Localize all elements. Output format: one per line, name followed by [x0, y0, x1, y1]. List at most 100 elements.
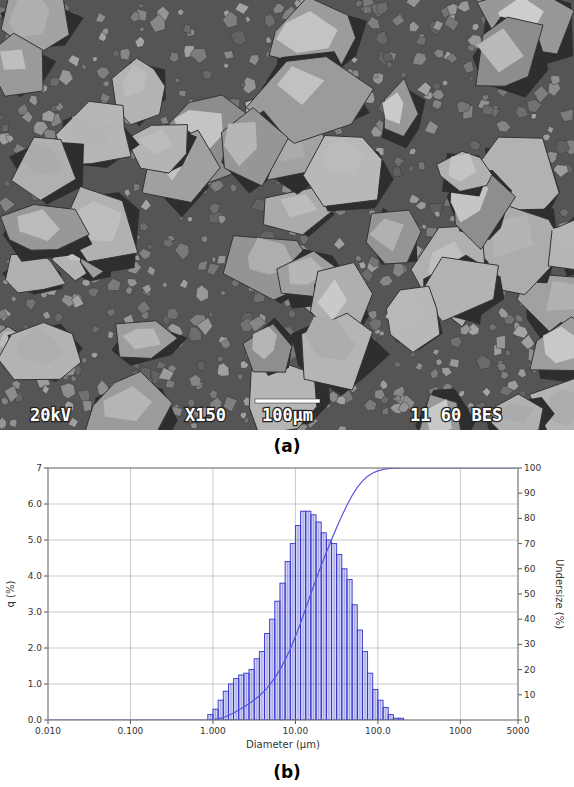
sem-debris — [355, 256, 362, 261]
sem-crystal-face — [103, 386, 152, 421]
bar-hatch — [375, 689, 376, 720]
sem-debris — [42, 311, 51, 320]
sem-debris — [0, 309, 8, 320]
x-tick-label: 5000 — [507, 726, 530, 736]
sem-debris — [223, 63, 229, 69]
y2-tick-label: 20 — [524, 665, 536, 675]
sem-debris — [468, 76, 474, 81]
sem-debris — [418, 162, 426, 170]
sem-debris — [26, 299, 37, 311]
sem-crystal-face — [23, 143, 63, 176]
x-grid-line — [212, 468, 213, 720]
sem-debris — [496, 120, 511, 132]
bar-hatch — [318, 522, 319, 720]
sem-debris — [469, 140, 481, 150]
sem-debris — [140, 222, 149, 231]
sem-debris — [424, 120, 438, 134]
sem-debris — [550, 75, 560, 84]
sem-crystal-face — [305, 317, 356, 361]
sem-debris — [107, 278, 120, 290]
sem-crystal — [303, 136, 382, 207]
y-tick-label: 3.0 — [28, 607, 43, 617]
bar-hatch — [334, 544, 335, 720]
x-tick — [295, 720, 296, 724]
histogram-bar — [378, 700, 383, 720]
sem-debris — [142, 284, 152, 295]
x-tick — [518, 720, 519, 724]
x-grid-line — [377, 468, 378, 720]
sem-debris — [505, 350, 511, 356]
sem-debris — [406, 0, 421, 8]
sem-debris — [238, 374, 244, 380]
sem-crystal-face — [138, 129, 172, 155]
sem-debris — [368, 319, 381, 331]
sem-crystal-face — [277, 66, 325, 105]
y2-tick-label: 0 — [524, 715, 530, 725]
y2-tick — [518, 594, 522, 595]
sem-crystal-face — [543, 327, 574, 364]
sem-debris — [127, 279, 137, 287]
sem-crystal-face — [252, 326, 277, 359]
sem-debris — [202, 70, 212, 80]
histogram-bar — [306, 511, 311, 720]
sem-debris — [556, 140, 570, 154]
sem-debris — [11, 296, 17, 303]
sem-debris — [9, 419, 17, 427]
sem-debris — [196, 285, 209, 302]
bar-hatch — [251, 670, 252, 720]
sem-crystal — [530, 317, 574, 371]
sem-debris — [81, 63, 87, 71]
histogram-bar — [218, 700, 223, 720]
sem-debris — [482, 94, 489, 100]
sem-debris — [444, 16, 459, 31]
sem-crystal-face — [369, 219, 404, 252]
sem-debris — [442, 367, 452, 376]
sem-debris — [223, 11, 238, 28]
sem-debris — [209, 312, 215, 318]
sem-debris — [95, 13, 106, 23]
histogram-bar — [331, 544, 336, 720]
sem-debris — [372, 73, 384, 85]
bar-hatch — [380, 700, 381, 720]
sem-debris — [240, 360, 249, 368]
sem-debris — [501, 371, 510, 379]
sem-debris — [415, 363, 423, 371]
sem-scale-bar — [255, 399, 320, 403]
sem-debris — [432, 99, 442, 109]
sem-debris — [394, 361, 401, 368]
histogram-bar — [234, 679, 239, 720]
sem-crystal — [11, 137, 76, 200]
x-tick — [212, 720, 213, 724]
bar-hatch — [246, 673, 247, 720]
sem-debris — [179, 90, 187, 97]
histogram-bar — [311, 515, 316, 720]
histogram-bar — [275, 601, 280, 720]
sem-debris — [81, 357, 87, 363]
sem-debris — [512, 326, 528, 339]
y-tick-label: 4.0 — [28, 571, 43, 581]
sem-debris — [179, 279, 188, 289]
sem-debris — [217, 363, 229, 376]
y-tick — [44, 540, 48, 541]
bar-hatch — [390, 715, 391, 720]
y2-tick — [518, 493, 522, 494]
y-grid-line — [48, 540, 518, 541]
histogram-bar — [352, 605, 357, 720]
sem-debris — [177, 9, 184, 15]
y-tick-label: 2.0 — [28, 643, 43, 653]
sem-crystal — [0, 205, 89, 251]
sem-debris — [217, 356, 224, 362]
sem-debris — [59, 69, 74, 85]
sem-debris — [220, 340, 230, 349]
y2-tick-label: 100 — [524, 463, 541, 473]
sem-debris — [112, 50, 121, 58]
plot-frame — [48, 468, 518, 720]
sem-debris — [82, 401, 92, 412]
sem-debris — [472, 23, 479, 31]
sem-debris — [137, 301, 151, 314]
sem-crystal-face — [449, 153, 477, 182]
sem-debris — [2, 124, 9, 132]
histogram-bar — [244, 673, 249, 720]
sem-debris — [167, 308, 179, 319]
sem-debris — [355, 0, 363, 7]
